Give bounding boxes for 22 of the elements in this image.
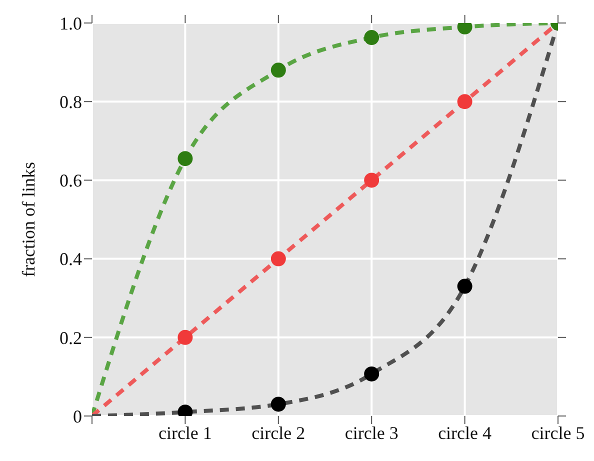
- y-axis-title: fraction of links: [18, 162, 38, 277]
- x-tick-label: circle 3: [344, 422, 398, 443]
- point: [364, 30, 380, 46]
- y-tick-label: 0.4: [60, 249, 82, 270]
- point: [364, 366, 380, 382]
- x-tick-label: circle 1: [158, 422, 212, 443]
- point: [270, 251, 286, 266]
- point: [178, 330, 193, 345]
- y-tick-label: 0.8: [60, 92, 82, 112]
- point: [364, 172, 380, 188]
- point: [457, 278, 472, 294]
- point: [457, 94, 472, 110]
- y-tick-label: 0.2: [60, 328, 82, 348]
- y-tick-label: 0: [73, 406, 82, 426]
- y-tick-label: 1.0: [60, 13, 82, 34]
- point: [270, 396, 286, 412]
- y-tick-label: 0.6: [60, 170, 82, 191]
- point: [178, 151, 193, 166]
- x-tick-label: circle 2: [252, 422, 306, 443]
- x-tick-label: circle 4: [438, 422, 492, 443]
- x-tick-label: circle 5: [531, 422, 585, 443]
- point: [270, 62, 286, 78]
